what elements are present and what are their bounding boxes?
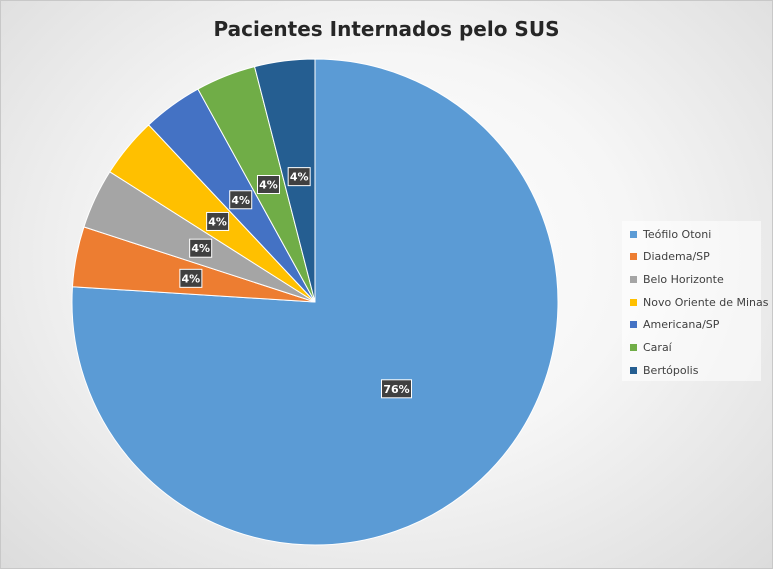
pie-slice-0 <box>71 58 559 546</box>
data-label-2: 4% <box>189 238 213 258</box>
legend-swatch-5 <box>630 344 637 351</box>
legend-item-1: Diadema/SP <box>630 248 710 266</box>
legend-label-5: Caraí <box>643 341 672 354</box>
legend-swatch-3 <box>630 298 637 306</box>
data-label-text-5: 4% <box>259 179 278 192</box>
legend: Teófilo Otoni Diadema/SP Belo Horizonte Nov… <box>622 221 769 381</box>
data-label-text-0: 76% <box>383 383 409 396</box>
legend-label-4: Americana/SP <box>643 318 720 332</box>
legend-item-4: Americana/SP <box>630 316 719 334</box>
chart-title: Pacientes Internados pelo SUS <box>213 17 560 41</box>
legend-swatch-1 <box>630 253 637 261</box>
data-label-box-5 <box>256 175 280 195</box>
data-label-box-0 <box>381 379 413 399</box>
data-label-1: 4% <box>179 268 203 288</box>
legend-swatch-2 <box>630 275 637 283</box>
data-label-text-4: 4% <box>231 194 250 207</box>
data-label-text-2: 4% <box>191 242 210 255</box>
data-label-box-4 <box>229 190 253 210</box>
legend-item-6: Bertópolis <box>630 361 698 379</box>
legend-label-6: Bertópolis <box>643 363 699 377</box>
data-label-5: 4% <box>256 175 280 195</box>
pie-slice-6 <box>253 58 316 303</box>
data-label-box-6 <box>287 167 311 187</box>
legend-label-3: Novo Oriente de Minas <box>643 295 769 309</box>
data-label-box-2 <box>189 238 213 258</box>
data-label-box-1 <box>179 268 203 288</box>
data-label-text-6: 4% <box>290 171 309 184</box>
data-label-text-1: 4% <box>182 272 201 285</box>
data-label-text-3: 4% <box>208 215 227 228</box>
legend-swatch-4 <box>630 321 637 329</box>
legend-label-0: Teófilo Otoni <box>643 227 712 241</box>
data-label-0: 76% <box>381 379 413 399</box>
legend-item-3: Novo Oriente de Minas <box>630 293 769 311</box>
legend-swatch-0 <box>630 230 637 238</box>
data-label-4: 4% <box>229 190 253 210</box>
legend-label-1: Diadema/SP <box>643 250 710 264</box>
legend-item-0: Teófilo Otoni <box>630 225 711 243</box>
data-label-box-3 <box>206 211 230 231</box>
legend-label-2: Belo Horizonte <box>643 272 724 286</box>
data-label-3: 4% <box>206 211 230 231</box>
legend-item-2: Belo Horizonte <box>630 270 724 288</box>
legend-swatch-6 <box>630 366 637 374</box>
data-label-6: 4% <box>287 167 311 187</box>
legend-item-5: Caraí <box>630 339 672 357</box>
